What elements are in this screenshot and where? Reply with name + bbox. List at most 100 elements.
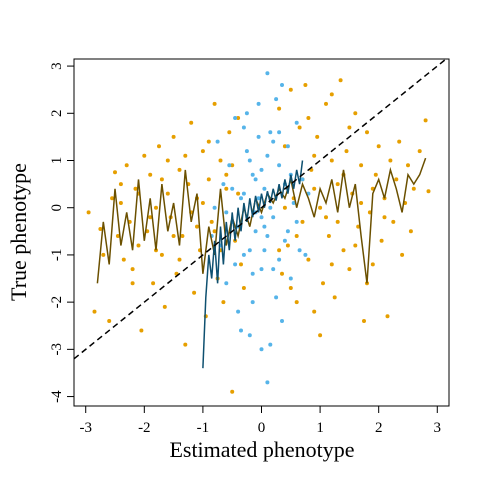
- series-0-point: [206, 139, 211, 144]
- series-0-point: [101, 252, 106, 257]
- series-1-point: [294, 219, 299, 224]
- series-0-point: [423, 118, 428, 123]
- series-0-point: [227, 130, 232, 135]
- series-0-point: [382, 215, 387, 220]
- series-0-point: [154, 205, 158, 210]
- series-1-point: [250, 300, 255, 305]
- series-0-point: [241, 286, 246, 290]
- series-1-point: [259, 347, 264, 352]
- series-1-point: [250, 172, 255, 177]
- y-tick-label: 3: [49, 62, 65, 70]
- series-0-point: [124, 163, 129, 168]
- y-tick-label: 0: [49, 204, 65, 212]
- series-1-point: [233, 116, 238, 120]
- series-1-point: [271, 139, 276, 144]
- series-0-point: [107, 319, 112, 323]
- x-tick-label: -3: [79, 420, 92, 436]
- series-0-point: [303, 83, 308, 87]
- series-1-point: [277, 163, 282, 168]
- series-1-point: [215, 139, 220, 144]
- series-1-point: [262, 248, 267, 253]
- series-0-point: [347, 125, 352, 130]
- series-0-point: [385, 314, 390, 319]
- series-1-point: [280, 319, 284, 323]
- x-tick-label: 2: [375, 420, 383, 436]
- series-1-point: [227, 163, 232, 168]
- series-0-point: [321, 281, 325, 286]
- series-1-point: [247, 333, 252, 338]
- series-1-point: [282, 238, 287, 243]
- series-0-point: [183, 342, 188, 347]
- series-0-point: [115, 234, 120, 238]
- x-axis-label: Estimated phenotype: [169, 437, 354, 462]
- series-1-point: [271, 267, 276, 272]
- series-1-point: [300, 177, 305, 182]
- series-0-point: [332, 295, 337, 300]
- x-tick-label: 1: [316, 420, 324, 436]
- series-0-point: [426, 189, 431, 194]
- series-1-point: [277, 257, 282, 262]
- series-1-point: [221, 182, 226, 187]
- series-0-point: [165, 191, 170, 196]
- series-0-point: [359, 201, 364, 205]
- x-tick-label: -1: [197, 420, 210, 436]
- series-0-point: [326, 234, 331, 238]
- series-0-point: [329, 92, 334, 97]
- series-0-point: [280, 271, 284, 276]
- series-0-point: [411, 186, 416, 191]
- series-0-point: [130, 281, 135, 286]
- series-0-point: [218, 158, 223, 163]
- series-1-point: [241, 252, 246, 257]
- series-0-point: [282, 144, 287, 149]
- y-tick-label: -4: [49, 390, 65, 403]
- series-0-point: [157, 144, 161, 149]
- series-0-point: [297, 125, 302, 130]
- series-0-point: [195, 224, 199, 229]
- y-tick-label: -3: [49, 343, 65, 356]
- series-1-point: [288, 276, 293, 281]
- series-0-point: [177, 167, 182, 172]
- series-0-point: [183, 153, 188, 158]
- series-0-point: [400, 252, 405, 257]
- series-0-point: [239, 262, 243, 267]
- series-1-point: [262, 186, 267, 191]
- series-0-point: [359, 163, 364, 168]
- series-1-point: [285, 144, 290, 149]
- series-0-point: [130, 267, 135, 272]
- series-0-point: [118, 182, 123, 187]
- series-0-point: [133, 186, 138, 191]
- series-0-point: [277, 106, 282, 111]
- series-0-point: [151, 281, 156, 286]
- series-1-point: [224, 210, 229, 215]
- y-axis: -4 -3 -2 -1 0 1 2 3: [49, 62, 74, 403]
- x-axis: -3 -2 -1 0 1 2 3: [79, 406, 441, 436]
- series-0-point: [408, 229, 413, 234]
- series-0-point: [353, 111, 358, 116]
- series-0-point: [406, 163, 410, 168]
- plot-content: [74, 59, 448, 394]
- series-0-point: [397, 139, 402, 144]
- series-0-point: [306, 257, 311, 262]
- series-0-point: [329, 262, 334, 267]
- series-0-point: [324, 101, 328, 106]
- series-1-point: [291, 201, 296, 205]
- series-0-point: [212, 229, 217, 234]
- series-0-point: [329, 158, 334, 163]
- series-1-point: [239, 328, 243, 333]
- series-3-line: [202, 160, 304, 369]
- series-1-point: [259, 215, 264, 220]
- series-1-point: [265, 153, 270, 158]
- series-0-point: [288, 286, 293, 290]
- series-1-point: [233, 262, 238, 267]
- series-0-point: [200, 201, 205, 205]
- series-0-point: [180, 234, 185, 238]
- y-axis-label: True phenotype: [6, 163, 31, 301]
- series-2-line: [96, 157, 427, 284]
- series-0-point: [230, 389, 235, 394]
- series-0-point: [282, 205, 287, 210]
- series-0-point: [277, 248, 282, 253]
- series-1-point: [265, 234, 270, 238]
- series-1-point: [274, 295, 279, 300]
- series-0-point: [230, 163, 235, 168]
